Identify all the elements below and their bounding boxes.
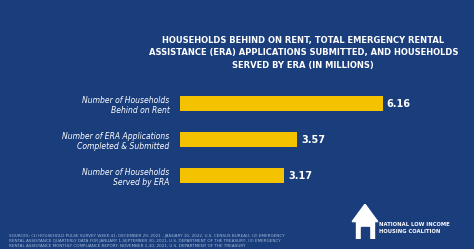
Text: 3.17: 3.17 xyxy=(288,171,312,181)
Text: 6.16: 6.16 xyxy=(386,99,410,109)
Polygon shape xyxy=(352,204,378,222)
Text: 3.57: 3.57 xyxy=(301,135,325,145)
Bar xyxy=(180,168,284,183)
Bar xyxy=(356,222,374,239)
Text: NATIONAL LOW INCOME
HOUSING COALITION: NATIONAL LOW INCOME HOUSING COALITION xyxy=(379,222,450,234)
Bar xyxy=(180,132,298,147)
Bar xyxy=(180,96,383,111)
Text: SOURCES: (1) HOUSEHOLD PULSE SURVEY WEEK 41: DECEMBER 29, 2021 - JANUARY 10, 202: SOURCES: (1) HOUSEHOLD PULSE SURVEY WEEK… xyxy=(9,234,285,248)
Title: HOUSEHOLDS BEHIND ON RENT, TOTAL EMERGENCY RENTAL
ASSISTANCE (ERA) APPLICATIONS : HOUSEHOLDS BEHIND ON RENT, TOTAL EMERGEN… xyxy=(149,36,458,70)
Bar xyxy=(361,227,369,239)
